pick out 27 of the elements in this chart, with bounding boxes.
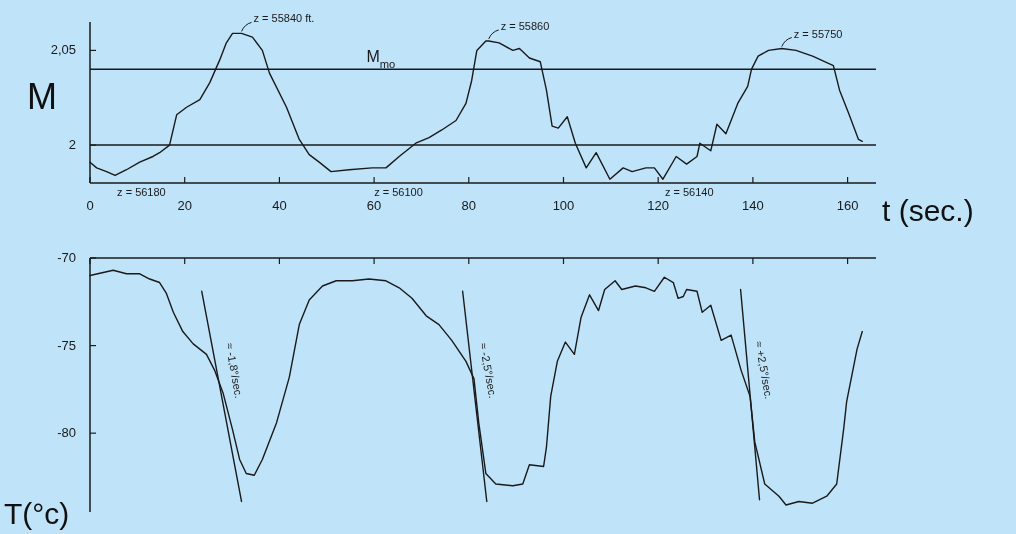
annotation: z = 56140: [664, 186, 714, 198]
x-tick-label: 60: [366, 198, 382, 213]
x-tick-label: 0: [86, 198, 94, 213]
x-tick-label: 20: [177, 198, 192, 213]
x-tick-label: 140: [742, 198, 764, 213]
y-tick-label: 2: [68, 137, 76, 153]
y-axis-title: M: [27, 75, 57, 117]
y-axis-title: T(°c): [4, 497, 70, 530]
annotation: z = 55750: [793, 27, 843, 40]
annotation: ≈ +2,5°/sec.: [753, 340, 776, 400]
x-axis-title: t (sec.): [882, 194, 974, 227]
annotation: z = 56180: [117, 186, 166, 198]
x-tick-label: 160: [836, 198, 859, 213]
annotation: z = 55840 ft.: [253, 12, 315, 25]
y-tick-label: -75: [57, 337, 76, 353]
annotation: ≈ -1,8°/sec.: [223, 342, 246, 400]
ref-line-label: M$_{mo}$: [366, 48, 396, 71]
y-tick-label: -70: [57, 250, 76, 265]
x-tick-label: 40: [272, 198, 287, 213]
x-tick-label: 80: [461, 198, 477, 213]
y-tick-label: -80: [57, 425, 76, 441]
x-tick-label: 100: [552, 198, 575, 213]
y-tick-label: 2,05: [50, 42, 76, 58]
annotation: z = 56100: [374, 186, 423, 198]
annotation: ≈ -2,5°/sec.: [477, 342, 500, 400]
x-tick-label: 120: [647, 198, 670, 213]
annotation: z = 55860: [500, 19, 550, 32]
